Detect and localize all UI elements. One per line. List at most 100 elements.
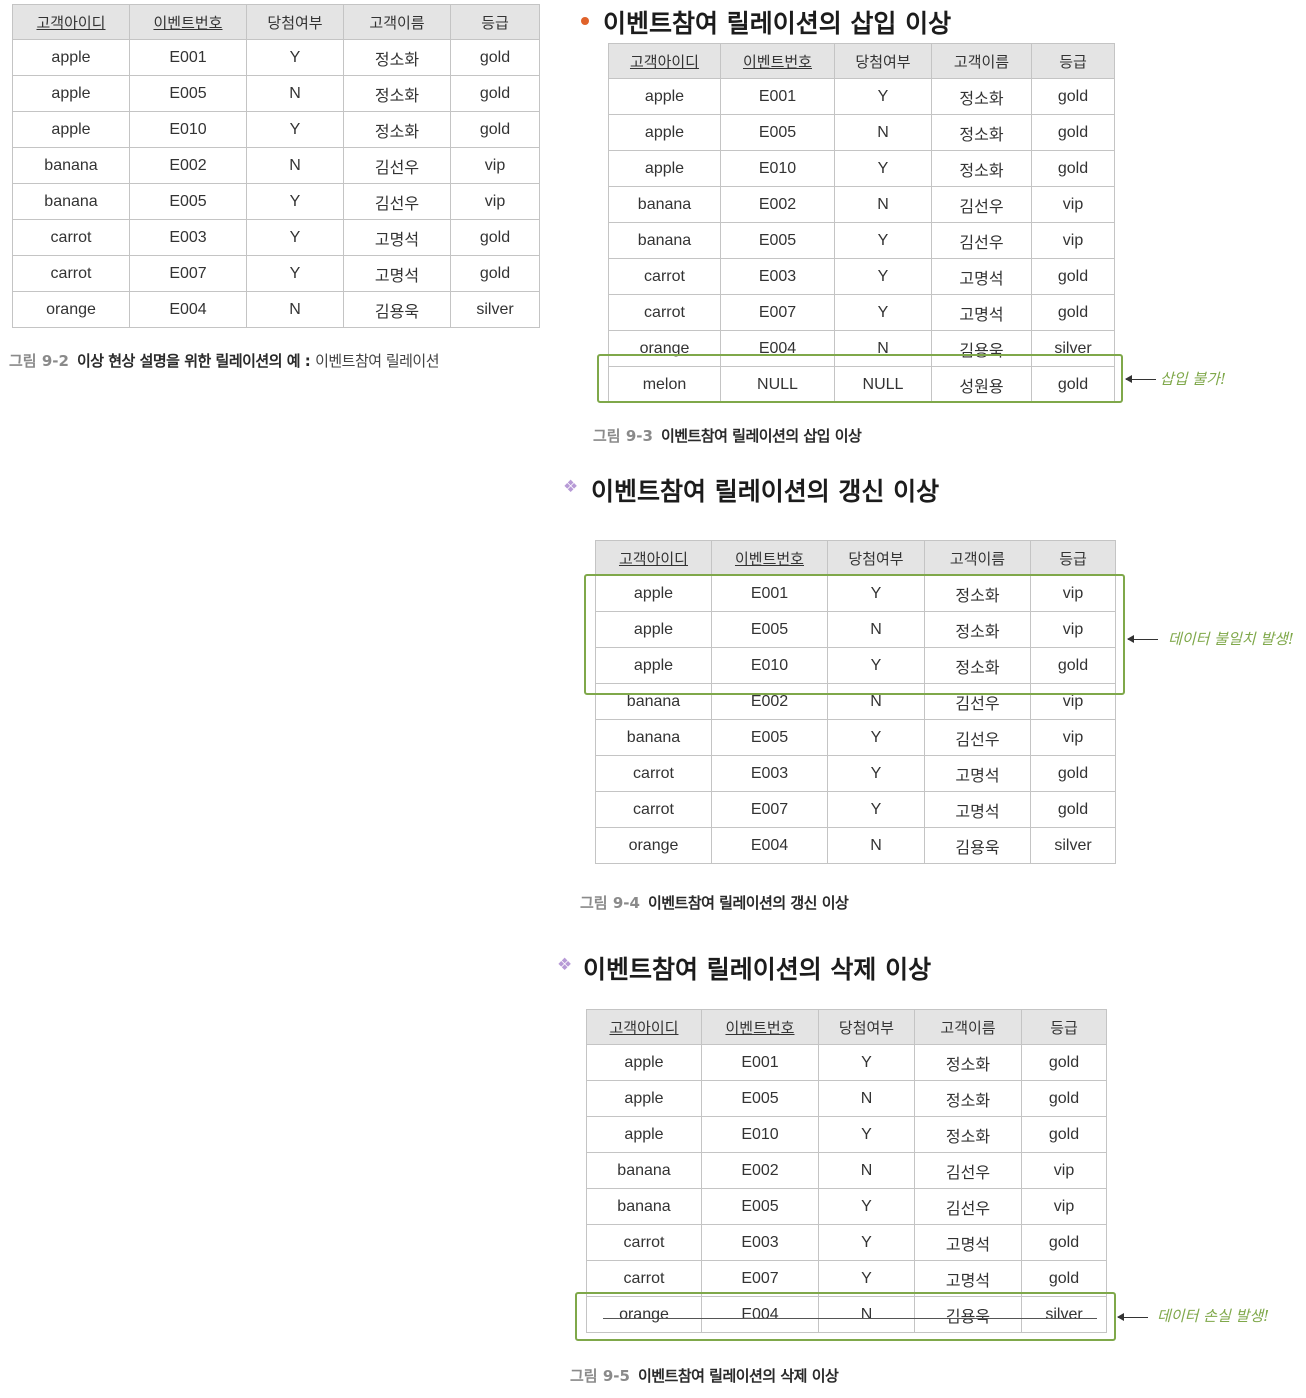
col-customer-name: 고객이름 <box>343 4 451 40</box>
table-header-row: 고객아이디 이벤트번호 당첨여부 고객이름 등급 <box>608 43 1115 79</box>
cell-grade: silver <box>1030 827 1116 864</box>
cell-customer-name: 김선우 <box>924 719 1031 756</box>
col-event-no: 이벤트번호 <box>701 1009 819 1045</box>
table-row: carrot E007 Y 고명석 gold <box>608 294 1115 331</box>
col-grade: 등급 <box>450 4 540 40</box>
caption-bold-text: 이벤트참여 릴레이션의 갱신 이상 <box>647 894 849 912</box>
table-row: apple E001 Y 정소화 gold <box>608 78 1115 115</box>
cell-won: Y <box>834 150 932 187</box>
figure-caption: 그림 9-2 이상 현상 설명을 위한 릴레이션의 예 : 이벤트참여 릴레이션 <box>9 350 440 371</box>
cell-grade: vip <box>1030 683 1116 720</box>
cell-customer-name: 김선우 <box>914 1188 1022 1225</box>
update-anomaly-heading: 이벤트참여 릴레이션의 갱신 이상 <box>591 477 940 506</box>
cell-won: Y <box>834 78 932 115</box>
cell-event-no: E007 <box>701 1260 819 1297</box>
cell-event-no: E010 <box>711 647 828 684</box>
cell-customer-name: 고명석 <box>914 1224 1022 1261</box>
cell-customer-id: orange <box>586 1296 702 1333</box>
cell-customer-name: 정소화 <box>931 78 1032 115</box>
cell-customer-id: apple <box>12 75 130 112</box>
cell-customer-id: apple <box>608 78 721 115</box>
cell-event-no: E004 <box>720 330 835 367</box>
cell-event-no: E001 <box>711 575 828 612</box>
cell-customer-id: banana <box>586 1152 702 1189</box>
diamond-bullet-icon: ❖ <box>563 477 579 497</box>
figure-number: 그림 9-4 <box>580 894 640 912</box>
cell-grade: gold <box>1030 755 1116 792</box>
table-row: carrot E003 Y 고명석 gold <box>595 755 1116 792</box>
cell-customer-id: melon <box>608 366 721 403</box>
col-event-no: 이벤트번호 <box>720 43 835 79</box>
cell-customer-name: 고명석 <box>931 258 1032 295</box>
table-row: melon NULL NULL 성원용 gold <box>608 366 1115 403</box>
col-event-no: 이벤트번호 <box>129 4 247 40</box>
cell-won: Y <box>818 1260 915 1297</box>
cell-won: Y <box>818 1044 915 1081</box>
table-row: banana E005 Y 김선우 vip <box>595 719 1116 756</box>
cell-won: Y <box>818 1224 915 1261</box>
cell-customer-id: apple <box>608 150 721 187</box>
cell-grade: gold <box>1021 1260 1107 1297</box>
table-row: banana E002 N 김선우 vip <box>586 1152 1107 1189</box>
cell-event-no: E005 <box>720 222 835 259</box>
cell-won: Y <box>827 575 925 612</box>
table-row: banana E002 N 김선우 vip <box>595 683 1116 720</box>
cell-won: N <box>827 827 925 864</box>
col-customer-id: 고객아이디 <box>12 4 130 40</box>
figure-caption: 그림 9-5 이벤트참여 릴레이션의 삭제 이상 <box>570 1365 839 1386</box>
cell-customer-name: 김용욱 <box>914 1296 1022 1333</box>
cell-event-no: E001 <box>720 78 835 115</box>
cell-customer-name: 정소화 <box>914 1044 1022 1081</box>
cell-customer-name: 정소화 <box>924 647 1031 684</box>
table-row: banana E002 N 김선우 vip <box>608 186 1115 223</box>
cell-won: Y <box>827 791 925 828</box>
table-row: orange E004 N 김용욱 silver <box>608 330 1115 367</box>
cell-grade: gold <box>1031 114 1115 151</box>
cell-won: Y <box>834 294 932 331</box>
cell-won: N <box>246 291 344 328</box>
cell-customer-id: carrot <box>12 219 130 256</box>
data-loss-note: 데이터 손실 발생! <box>1157 1307 1270 1325</box>
cell-grade: gold <box>450 111 540 148</box>
cell-event-no: E003 <box>129 219 247 256</box>
cell-customer-id: banana <box>608 186 721 223</box>
cell-customer-name: 김용욱 <box>343 291 451 328</box>
cell-event-no: E010 <box>129 111 247 148</box>
cell-won: Y <box>834 222 932 259</box>
cell-won: N <box>827 683 925 720</box>
arrow-icon <box>1125 375 1156 383</box>
arrow-icon <box>1117 1313 1148 1321</box>
table-row: banana E002 N 김선우 vip <box>12 147 540 184</box>
insert-anomaly-table: 고객아이디 이벤트번호 당첨여부 고객이름 등급 apple E001 Y 정소화 go… <box>608 43 1115 403</box>
cell-event-no: E003 <box>711 755 828 792</box>
cell-won: Y <box>818 1116 915 1153</box>
cell-won: Y <box>246 183 344 220</box>
cell-grade: vip <box>1030 575 1116 612</box>
table-row: banana E005 Y 김선우 vip <box>586 1188 1107 1225</box>
cell-grade: vip <box>1021 1188 1107 1225</box>
cell-grade: silver <box>1021 1296 1107 1333</box>
cell-customer-name: 정소화 <box>931 150 1032 187</box>
cell-event-no: E004 <box>711 827 828 864</box>
cell-customer-id: carrot <box>608 258 721 295</box>
cell-customer-id: apple <box>595 575 712 612</box>
cell-customer-name: 고명석 <box>924 791 1031 828</box>
cell-customer-id: apple <box>12 39 130 76</box>
caption-text: 이벤트참여 릴레이션 <box>315 352 440 370</box>
cell-customer-name: 김선우 <box>931 222 1032 259</box>
table-row: orange E004 N 김용욱 silver <box>595 827 1116 864</box>
cell-customer-name: 고명석 <box>931 294 1032 331</box>
cell-customer-id: orange <box>12 291 130 328</box>
cell-customer-name: 정소화 <box>914 1116 1022 1153</box>
col-customer-id: 고객아이디 <box>586 1009 702 1045</box>
cell-won: N <box>818 1080 915 1117</box>
cell-customer-id: apple <box>12 111 130 148</box>
cell-event-no: E005 <box>711 719 828 756</box>
table-header-row: 고객아이디 이벤트번호 당첨여부 고객이름 등급 <box>586 1009 1107 1045</box>
cell-grade: gold <box>450 255 540 292</box>
cell-grade: vip <box>1021 1152 1107 1189</box>
figure-number: 그림 9-2 <box>9 352 69 370</box>
delete-anomaly-table: 고객아이디 이벤트번호 당첨여부 고객이름 등급 apple E001 Y 정소화 go… <box>586 1009 1107 1333</box>
cell-customer-id: banana <box>595 683 712 720</box>
cell-grade: gold <box>1021 1116 1107 1153</box>
